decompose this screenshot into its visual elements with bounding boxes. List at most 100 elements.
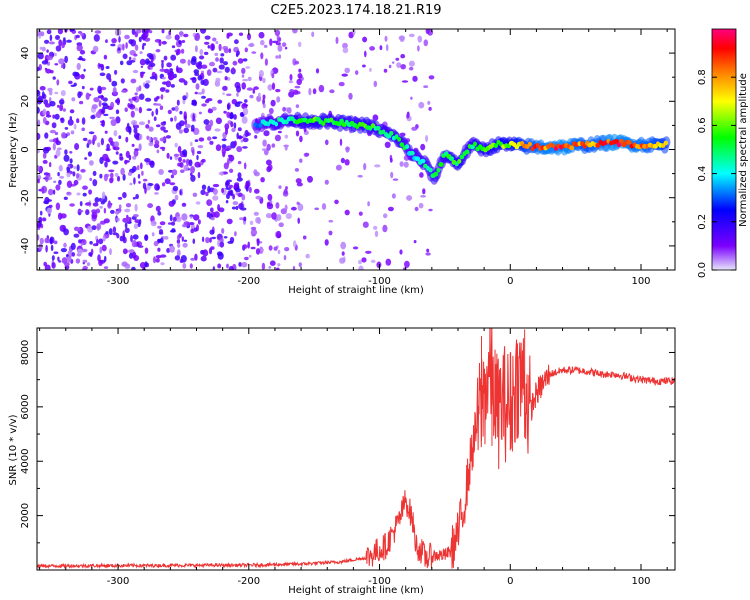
heatmap-noise-cell (223, 48, 229, 54)
heatmap-noise-cell (176, 249, 181, 257)
heatmap-noise-cell (384, 141, 391, 148)
heatmap-noise-cell (254, 135, 258, 139)
heatmap-noise-cell (261, 262, 266, 270)
heatmap-noise-cell (147, 203, 154, 209)
heatmap-noise-cell (156, 184, 160, 191)
heatmap-noise-cell (66, 180, 73, 188)
heatmap-noise-cell (74, 143, 80, 150)
heatmap-noise-cell (93, 97, 100, 103)
heatmap-noise-cell (38, 219, 42, 228)
heatmap-noise-cell (119, 60, 124, 66)
heatmap-noise-cell (112, 160, 119, 165)
heatmap-noise-cell (82, 259, 88, 263)
heatmap-noise-cell (39, 166, 43, 172)
heatmap-noise-cell (183, 164, 189, 172)
heatmap-noise-cell (214, 52, 219, 57)
heatmap-noise-cell (87, 225, 94, 233)
heatmap-noise-cell (77, 91, 82, 99)
heatmap-noise-cell (132, 57, 136, 61)
heatmap-noise-cell (206, 69, 212, 76)
heatmap-ridge-cell (375, 125, 381, 131)
heatmap-noise-cell (249, 220, 254, 225)
heatmap-noise-cell (66, 166, 71, 173)
heatmap-noise-cell (355, 70, 359, 75)
y-tick-label: 40 (20, 47, 31, 60)
heatmap-noise-cell (158, 231, 164, 235)
heatmap-noise-cell (253, 188, 260, 194)
heatmap-noise-cell (225, 187, 232, 191)
heatmap-noise-cell (76, 173, 80, 179)
heatmap-noise-cell (348, 31, 354, 39)
heatmap-noise-cell (115, 116, 121, 124)
heatmap-noise-cell (221, 187, 225, 194)
heatmap-noise-cell (263, 130, 270, 137)
heatmap-noise-cell (43, 172, 49, 176)
heatmap-noise-cell (67, 119, 74, 126)
heatmap-noise-cell (52, 189, 56, 195)
heatmap-noise-cell (108, 228, 113, 236)
heatmap-noise-cell (262, 94, 266, 100)
heatmap-noise-cell (37, 52, 44, 60)
heatmap-ridge-cell (433, 171, 439, 177)
heatmap-noise-cell (171, 169, 178, 176)
heatmap-noise-cell (240, 139, 243, 143)
snr-y-axis-label: SNR (10 * v/v) (8, 414, 19, 485)
heatmap-noise-cell (117, 196, 123, 200)
heatmap-noise-cell (226, 263, 229, 269)
heatmap-noise-cell (101, 244, 107, 252)
heatmap-noise-cell (206, 98, 213, 102)
heatmap-ridge-cell (527, 141, 533, 147)
heatmap-noise-cell (218, 207, 225, 213)
heatmap-noise-cell (269, 200, 273, 204)
heatmap-noise-cell (260, 39, 265, 46)
heatmap-noise-cell (236, 177, 243, 182)
heatmap-noise-cell (132, 196, 136, 200)
heatmap-y-axis-label: Frequency (Hz) (8, 112, 19, 188)
heatmap-noise-cell (209, 119, 214, 127)
heatmap-noise-cell (183, 115, 187, 121)
heatmap-noise-cell (63, 242, 67, 248)
heatmap-noise-cell (87, 151, 92, 157)
y-tick-label: 2000 (20, 503, 31, 528)
heatmap-noise-cell (72, 171, 76, 177)
heatmap-noise-cell (176, 67, 183, 74)
heatmap-ridge-cell (457, 158, 462, 164)
heatmap-noise-cell (100, 137, 104, 146)
heatmap-noise-cell (139, 162, 143, 170)
heatmap-noise-cell (314, 207, 320, 211)
heatmap-noise-cell (195, 62, 202, 68)
heatmap-noise-cell (250, 246, 256, 250)
heatmap-noise-cell (159, 68, 166, 72)
heatmap-noise-cell (210, 216, 215, 221)
heatmap-noise-cell (147, 119, 151, 124)
heatmap-noise-cell (102, 97, 108, 102)
heatmap-noise-cell (178, 78, 186, 83)
heatmap-noise-cell (418, 101, 425, 109)
heatmap-noise-cell (275, 202, 280, 209)
heatmap-noise-cell (252, 88, 256, 94)
heatmap-noise-cell (45, 114, 52, 118)
heatmap-noise-cell (69, 151, 73, 154)
heatmap-noise-cell (61, 42, 65, 49)
heatmap-noise-cell (98, 197, 102, 202)
heatmap-noise-cell (383, 213, 388, 219)
heatmap-noise-cell (284, 204, 288, 211)
heatmap-noise-cell (157, 247, 161, 252)
heatmap-noise-cell (133, 132, 141, 139)
heatmap-noise-cell (283, 188, 288, 195)
heatmap-noise-cell (221, 228, 225, 234)
heatmap-noise-cell (76, 118, 80, 124)
heatmap-noise-cell (266, 166, 272, 173)
heatmap-noise-cell (388, 64, 392, 69)
heatmap-noise-cell (146, 108, 152, 111)
heatmap-noise-cell (226, 218, 233, 225)
heatmap-noise-cell (115, 217, 120, 222)
heatmap-noise-cell (135, 193, 139, 200)
heatmap-noise-cell (176, 99, 180, 106)
heatmap-noise-cell (37, 165, 41, 172)
heatmap-ridge-cell (355, 124, 360, 130)
heatmap-noise-cell (51, 262, 56, 269)
heatmap-noise-cell (63, 196, 68, 200)
heatmap-noise-cell (228, 265, 234, 270)
